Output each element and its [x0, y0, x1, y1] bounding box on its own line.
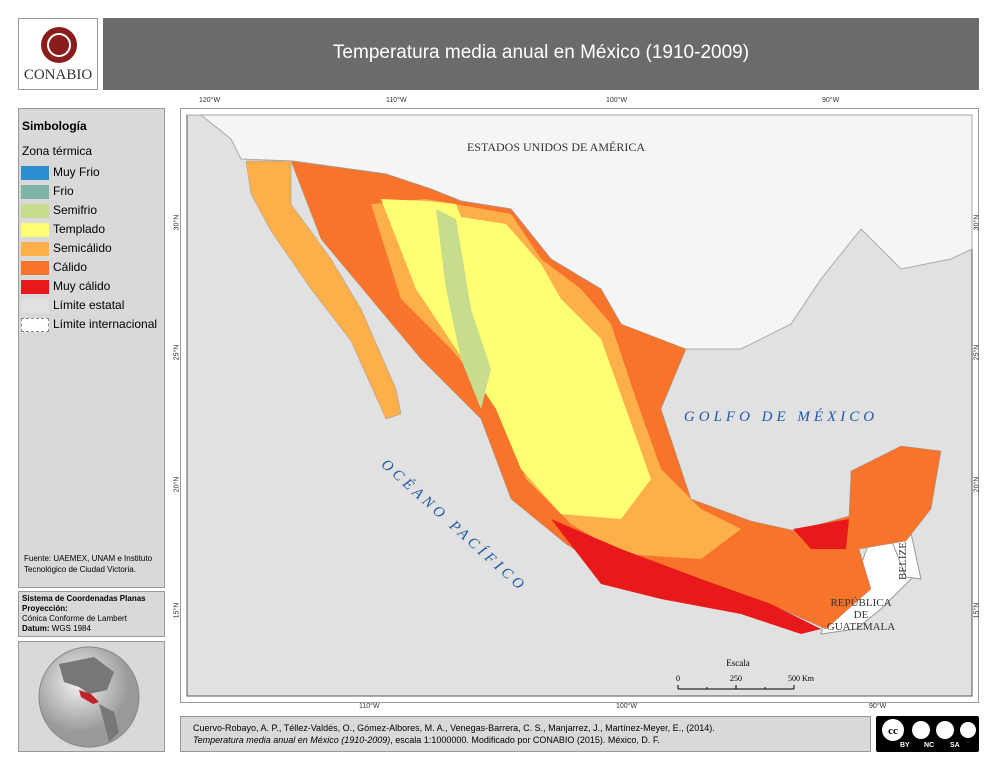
citation-work: Temperatura media anual en México (1910-…: [193, 735, 391, 745]
lat-label-right: 25°N: [973, 344, 981, 361]
legend-label: Muy Frio: [53, 165, 100, 179]
lon-label-top: 120°W: [199, 97, 221, 104]
scale-bar: Escala 0 250 500 Km: [676, 658, 815, 690]
coord-system: Sistema de Coordenadas Planas: [22, 594, 146, 603]
logo-mark: [41, 27, 77, 63]
gt-label-3: GUATEMALA: [827, 621, 895, 633]
legend-swatch: [21, 242, 49, 256]
gulf-label: GOLFO DE MÉXICO: [684, 408, 878, 425]
legend-swatch: [21, 166, 49, 180]
scale-500: 500 Km: [788, 674, 815, 683]
citation-rest: , escala 1:1000000. Modificado por CONAB…: [390, 735, 660, 745]
legend-swatch: [21, 318, 49, 332]
scale-250: 250: [730, 674, 742, 683]
legend-title: Simbología: [22, 119, 87, 133]
lat-label-left: 15°N: [173, 602, 181, 619]
gt-label-2: DE: [854, 609, 869, 621]
logo-box: CONABIO: [18, 18, 98, 90]
proj: Cónica Conforme de Lambert: [22, 614, 127, 623]
legend-swatch: [21, 299, 49, 313]
citation: Cuervo-Robayo, A. P., Téllez-Valdés, O.,…: [180, 716, 871, 752]
legend-label: Cálido: [53, 260, 88, 274]
svg-text:cc: cc: [888, 725, 898, 737]
datum: WGS 1984: [51, 624, 91, 633]
map-title: Temperatura media anual en México (1910-…: [332, 42, 750, 63]
legend-label: Límite estatal: [53, 298, 125, 312]
logo-text: CONABIO: [23, 67, 93, 83]
legend-label: Muy cálido: [53, 279, 111, 293]
legend-swatch: [21, 204, 49, 218]
gt-label-1: REPÚBLICA: [830, 597, 891, 609]
semifrio: [436, 209, 491, 409]
lat-label-left: 30°N: [173, 214, 181, 231]
muy-calido: [551, 519, 821, 634]
license-label: SA: [950, 742, 960, 749]
globe: [38, 646, 140, 748]
lat-label-right: 30°N: [973, 214, 981, 231]
legend-swatch: [21, 261, 49, 275]
lat-label-left: 20°N: [173, 476, 181, 493]
legend-label: Templado: [53, 222, 106, 236]
belize-label: BELIZE: [897, 542, 909, 580]
lat-label-left: 25°N: [173, 344, 181, 361]
scale-title: Escala: [726, 658, 749, 668]
legend-swatch: [21, 223, 49, 237]
lon-label-top: 110°W: [386, 97, 407, 104]
cc-icons: cc: [882, 719, 976, 741]
legend-label: Límite internacional: [53, 317, 158, 331]
lon-label-bottom: 110°W: [359, 703, 380, 710]
proj-label: Proyección:: [22, 604, 68, 613]
license-label: NC: [924, 742, 935, 749]
map-frame: ESTADOS UNIDOS DE AMÉRICA GOLFO DE MÉXIC…: [173, 97, 981, 710]
usa-label: ESTADOS UNIDOS DE AMÉRICA: [467, 140, 645, 154]
cc-badge: cc BY NC SA: [876, 716, 979, 752]
datum-label: Datum:: [22, 624, 50, 633]
legend-label: Frio: [53, 184, 74, 198]
lat-label-right: 15°N: [973, 602, 981, 619]
legend-swatch: [21, 185, 49, 199]
baja: [245, 160, 402, 420]
muy-calido-tabasco: [793, 519, 849, 549]
source: Fuente: UAEMEX, UNAM e Instituto Tecnoló…: [24, 554, 153, 574]
scale-0: 0: [676, 674, 680, 683]
lon-label-top: 90°W: [822, 97, 840, 104]
citation-line1: Cuervo-Robayo, A. P., Téllez-Valdés, O.,…: [193, 723, 715, 733]
header-bar: Temperatura media anual en México (1910-…: [103, 18, 979, 90]
license-label: BY: [900, 742, 910, 749]
projection-box: Sistema de Coordenadas Planas Proyección…: [18, 591, 165, 637]
lat-label-right: 20°N: [973, 476, 981, 493]
legend-label: Semicálido: [53, 241, 112, 255]
legend-subtitle: Zona térmica: [22, 144, 93, 158]
legend-panel: Simbología Zona térmica Muy Frio Frio Semi…: [18, 108, 165, 588]
map: ESTADOS UNIDOS DE AMÉRICA GOLFO DE MÉXIC…: [186, 114, 973, 697]
globe-box: [18, 641, 165, 752]
lon-label-bottom: 90°W: [869, 703, 887, 710]
legend-label: Semifrio: [53, 203, 98, 217]
legend-swatch: [21, 280, 49, 294]
lon-label-top: 100°W: [606, 97, 628, 104]
lon-label-bottom: 100°W: [616, 703, 638, 710]
